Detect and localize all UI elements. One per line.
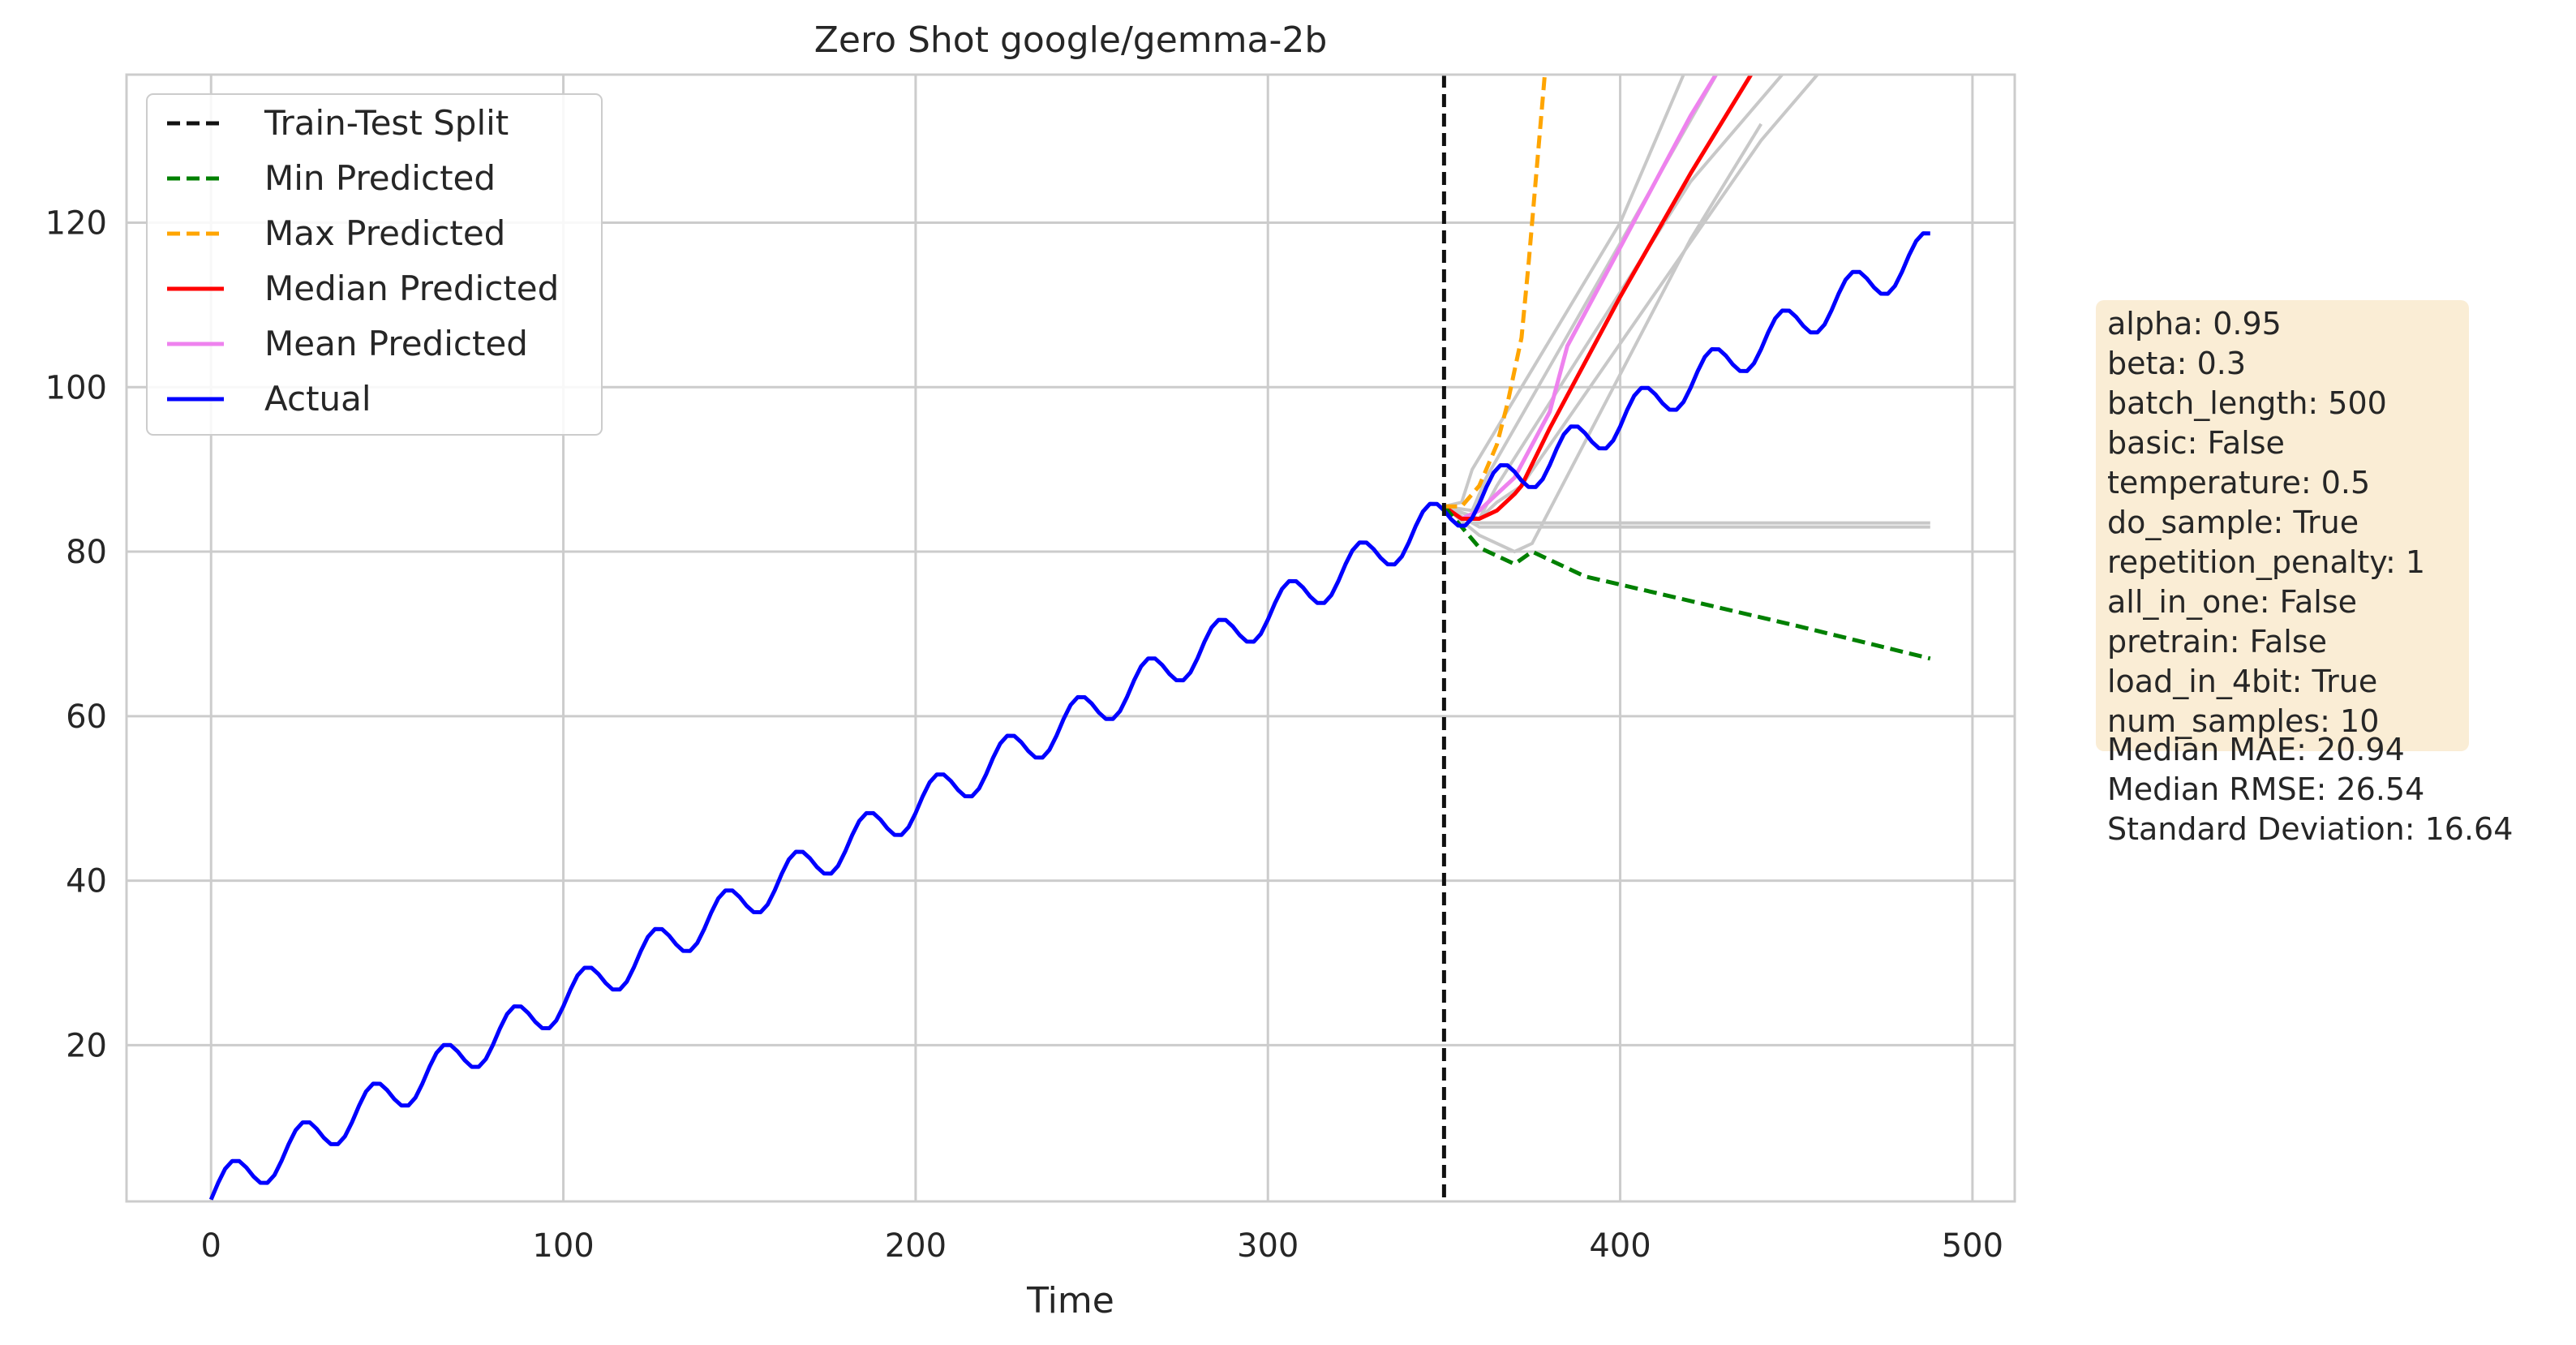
min-predicted-line	[1442, 505, 1931, 661]
x-tick-label: 100	[532, 1227, 594, 1265]
y-tick-label: 60	[66, 698, 107, 736]
x-tick-label: 500	[1942, 1227, 2003, 1265]
info-line-pretrain: pretrain: False	[2107, 624, 2327, 660]
info-line-beta: beta: 0.3	[2107, 346, 2246, 381]
metric-standard-deviation: Standard Deviation: 16.64	[2107, 811, 2513, 847]
info-line-batch-length: batch_length: 500	[2107, 385, 2387, 421]
y-tick-label: 120	[45, 204, 107, 242]
y-tick-label: 80	[66, 534, 107, 571]
plot-area	[208, 75, 1931, 1201]
metric-median-mae: Median MAE: 20.94	[2107, 732, 2405, 767]
plot-frame	[125, 73, 2016, 1203]
x-tick-label: 400	[1589, 1227, 1651, 1265]
y-tick-label: 20	[66, 1027, 107, 1064]
y-tick-label: 40	[66, 863, 107, 900]
info-box	[2096, 300, 2469, 751]
axis-ticks: 0 100 200 300 400 500 20 40 60 80 100 120	[45, 204, 2003, 1265]
legend-label-median-predicted: Median Predicted	[264, 269, 559, 308]
metric-median-rmse: Median RMSE: 26.54	[2107, 771, 2424, 807]
legend-label-max-predicted: Max Predicted	[264, 213, 505, 253]
x-tick-label: 300	[1237, 1227, 1299, 1265]
legend-frame	[146, 93, 603, 436]
info-line-basic: basic: False	[2107, 425, 2285, 461]
info-line-all-in-one: all_in_one: False	[2107, 584, 2357, 620]
info-line-num-samples: num_samples: 10	[2107, 703, 2379, 739]
max-predicted-line	[1444, 75, 1548, 509]
legend-label-actual: Actual	[264, 379, 371, 419]
legend: Train-Test Split Min Predicted Max Predi…	[146, 93, 603, 436]
sample-prediction-line	[1443, 75, 1685, 509]
mean-predicted-line	[1442, 75, 1719, 521]
info-line-do-sample: do_sample: True	[2107, 505, 2359, 540]
info-box-lines: alpha: 0.95 beta: 0.3 batch_length: 500 …	[2107, 306, 2425, 739]
legend-label-train-test-split: Train-Test Split	[264, 103, 509, 143]
info-line-load-in-4bit: load_in_4bit: True	[2107, 664, 2377, 699]
y-tick-label: 100	[45, 369, 107, 406]
legend-label-mean-predicted: Mean Predicted	[264, 324, 528, 363]
info-line-temperature: temperature: 0.5	[2107, 465, 2370, 501]
info-line-repetition-penalty: repetition_penalty: 1	[2107, 544, 2425, 580]
x-tick-label: 200	[885, 1227, 947, 1265]
actual-line	[208, 231, 1930, 1201]
sample-prediction-line	[1443, 505, 1930, 525]
legend-label-min-predicted: Min Predicted	[264, 158, 496, 198]
info-line-alpha: alpha: 0.95	[2107, 306, 2282, 342]
x-axis-label: Time	[1026, 1280, 1114, 1321]
sample-prediction-line	[1443, 122, 1763, 554]
chart-title: Zero Shot google/gemma-2b	[814, 19, 1328, 61]
x-tick-label: 0	[201, 1227, 221, 1265]
metric-lines: Median MAE: 20.94 Median RMSE: 26.54 Sta…	[2107, 732, 2513, 847]
